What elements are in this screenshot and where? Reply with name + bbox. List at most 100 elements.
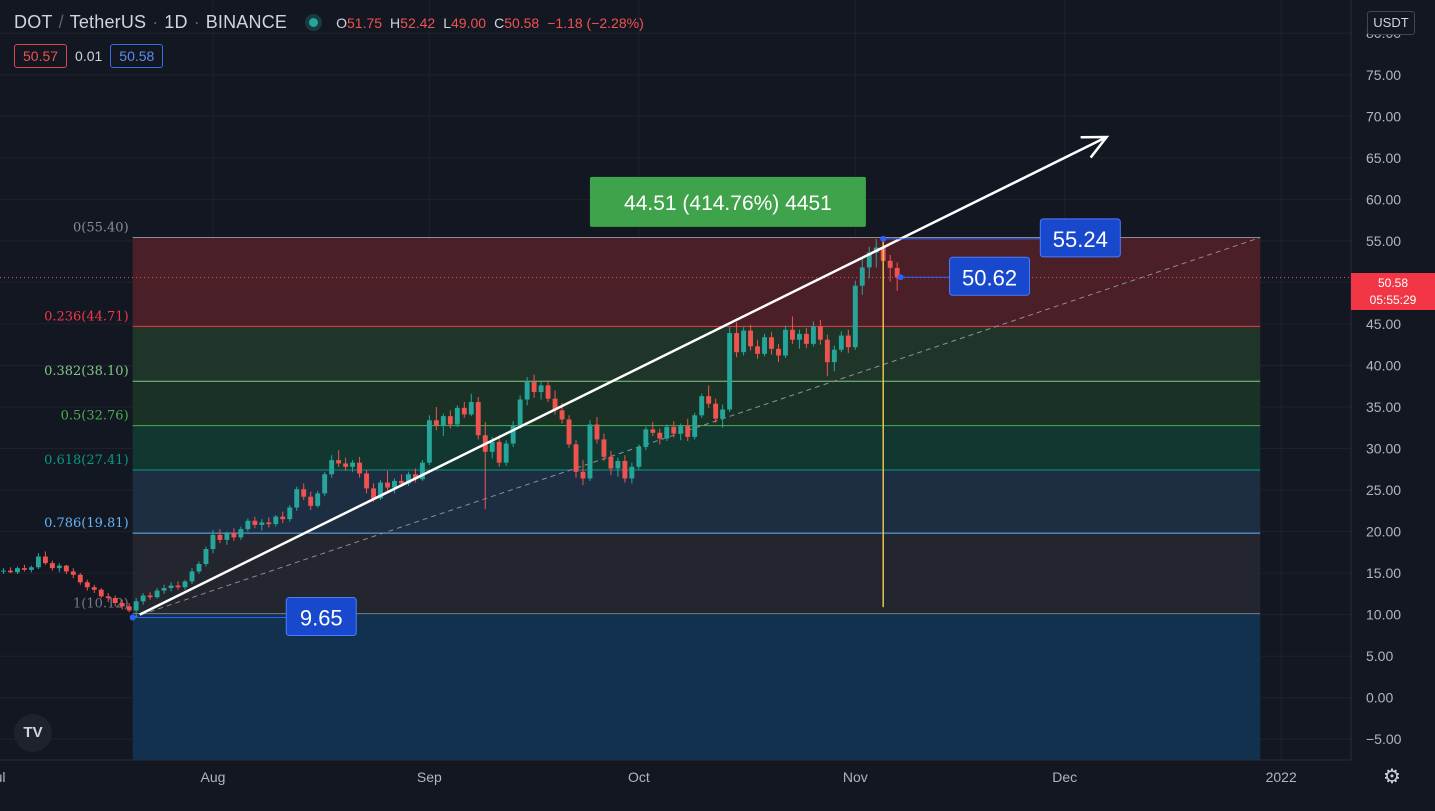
candle-body — [664, 426, 670, 439]
trend-arrow-head — [1080, 135, 1110, 159]
open-value: 51.75 — [347, 14, 383, 31]
candle-body — [699, 396, 705, 416]
spread: 0.01 — [75, 48, 103, 64]
ohlc-values: O51.75 H52.42 L49.00 C50.58 −1.18 (−2.28… — [336, 15, 644, 31]
candle-body — [224, 533, 230, 540]
close-value: 50.58 — [504, 14, 540, 31]
dot-separator-1: · — [152, 12, 159, 32]
candle-body — [852, 285, 858, 348]
fib-level-label: 0.786(19.81) — [44, 516, 129, 531]
currency-button[interactable]: USDT — [1367, 11, 1415, 35]
price-axis[interactable]: 85.0080.0075.0070.0065.0060.0055.0050.00… — [1350, 0, 1435, 811]
candle-body — [531, 382, 537, 393]
price-label-text: 55.24 — [1053, 227, 1108, 252]
candle-body — [175, 585, 181, 588]
candle-body — [252, 520, 258, 525]
trend-arrow-line — [139, 135, 1108, 616]
candle-body — [824, 339, 830, 363]
price-tick-label: 15.00 — [1366, 565, 1401, 581]
candle-body — [755, 346, 760, 354]
candle-body — [496, 441, 502, 463]
candle-body — [838, 335, 844, 350]
price-tick-label: 45.00 — [1366, 316, 1401, 332]
time-axis[interactable]: Jul Aug Sep Oct Nov Dec 2022 — [0, 759, 1435, 811]
candle-body — [364, 473, 369, 489]
candle-body — [217, 534, 223, 540]
candle-body — [727, 333, 733, 410]
bid-price[interactable]: 50.57 — [14, 44, 68, 68]
interval[interactable]: 1D — [164, 12, 188, 32]
candle-body — [245, 520, 251, 530]
time-tick-label: Oct — [628, 769, 650, 785]
candle-body — [371, 488, 376, 499]
candle-body — [238, 529, 244, 538]
candle-body — [713, 403, 719, 419]
candle-body — [426, 420, 432, 463]
candle-body — [392, 480, 397, 488]
market-status-icon[interactable] — [309, 18, 319, 27]
candle-body — [126, 606, 132, 611]
price-tick-label: 30.00 — [1366, 441, 1401, 457]
candle-body — [287, 507, 293, 520]
tradingview-logo[interactable]: TV — [14, 714, 52, 752]
candle-body — [741, 330, 747, 353]
exchange[interactable]: BINANCE — [205, 12, 288, 32]
candle-body — [685, 426, 691, 437]
candle-body — [608, 456, 614, 469]
candle-body — [70, 571, 76, 575]
candle-body — [657, 432, 663, 439]
change-value: −1.18 (−2.28%) — [547, 14, 644, 31]
candle-body — [475, 402, 481, 436]
anchor-point — [897, 274, 904, 281]
price-tick-label: 20.00 — [1366, 524, 1401, 540]
candle-body — [301, 489, 307, 497]
candle-body — [894, 267, 900, 278]
candle-body — [615, 460, 621, 469]
symbol-name[interactable]: DOT — [14, 12, 53, 32]
candle-body — [706, 396, 712, 404]
candle-body — [776, 348, 781, 356]
candle-body — [545, 385, 551, 399]
candle-body — [42, 556, 48, 564]
time-tick-label: Sep — [417, 769, 442, 785]
candle-body — [517, 399, 523, 426]
time-tick-label: Dec — [1052, 769, 1077, 785]
low-label: L — [443, 14, 452, 31]
candle-body — [98, 589, 104, 597]
anchor-point — [880, 235, 887, 242]
quote-name[interactable]: TetherUS — [69, 12, 147, 32]
candle-body — [322, 474, 328, 494]
candle-body — [105, 596, 111, 599]
ask-price[interactable]: 50.58 — [110, 44, 164, 68]
candle-body — [140, 595, 146, 602]
candle-body — [678, 426, 684, 434]
fib-level-label: 0(55.40) — [73, 221, 129, 236]
candle-body — [294, 489, 300, 508]
fib-retracement: 0(55.40) 0.236(44.71) 0.382(38.10) 0.5(32.7… — [44, 221, 1261, 760]
candle-body — [580, 471, 586, 479]
candle-body — [503, 443, 509, 463]
candle-body — [161, 588, 167, 591]
candle-body — [385, 482, 390, 488]
candle-body — [887, 260, 893, 268]
candle-body — [831, 349, 837, 363]
price-tick-label: 25.00 — [1366, 482, 1401, 498]
price-label-text: 50.62 — [962, 265, 1017, 290]
symbol-header[interactable]: DOT / TetherUS · 1D · BINANCE O51.75 H52… — [14, 12, 644, 33]
measure-label-box — [589, 176, 866, 227]
candle-body — [21, 568, 27, 570]
price-tick-label: 10.00 — [1366, 607, 1401, 623]
candle-body — [796, 333, 802, 340]
price-tick-label: 35.00 — [1366, 399, 1401, 415]
time-tick-label: Aug — [200, 769, 225, 785]
high-value: 52.42 — [400, 14, 436, 31]
price-axis-bg — [1351, 0, 1435, 811]
candle-body — [601, 439, 607, 457]
candle-body — [461, 407, 467, 415]
candle-body — [273, 516, 279, 525]
close-label: C — [494, 14, 505, 31]
candle-body — [866, 252, 872, 268]
candle-body — [629, 466, 635, 479]
gear-icon[interactable]: ⚙ — [1383, 766, 1401, 788]
